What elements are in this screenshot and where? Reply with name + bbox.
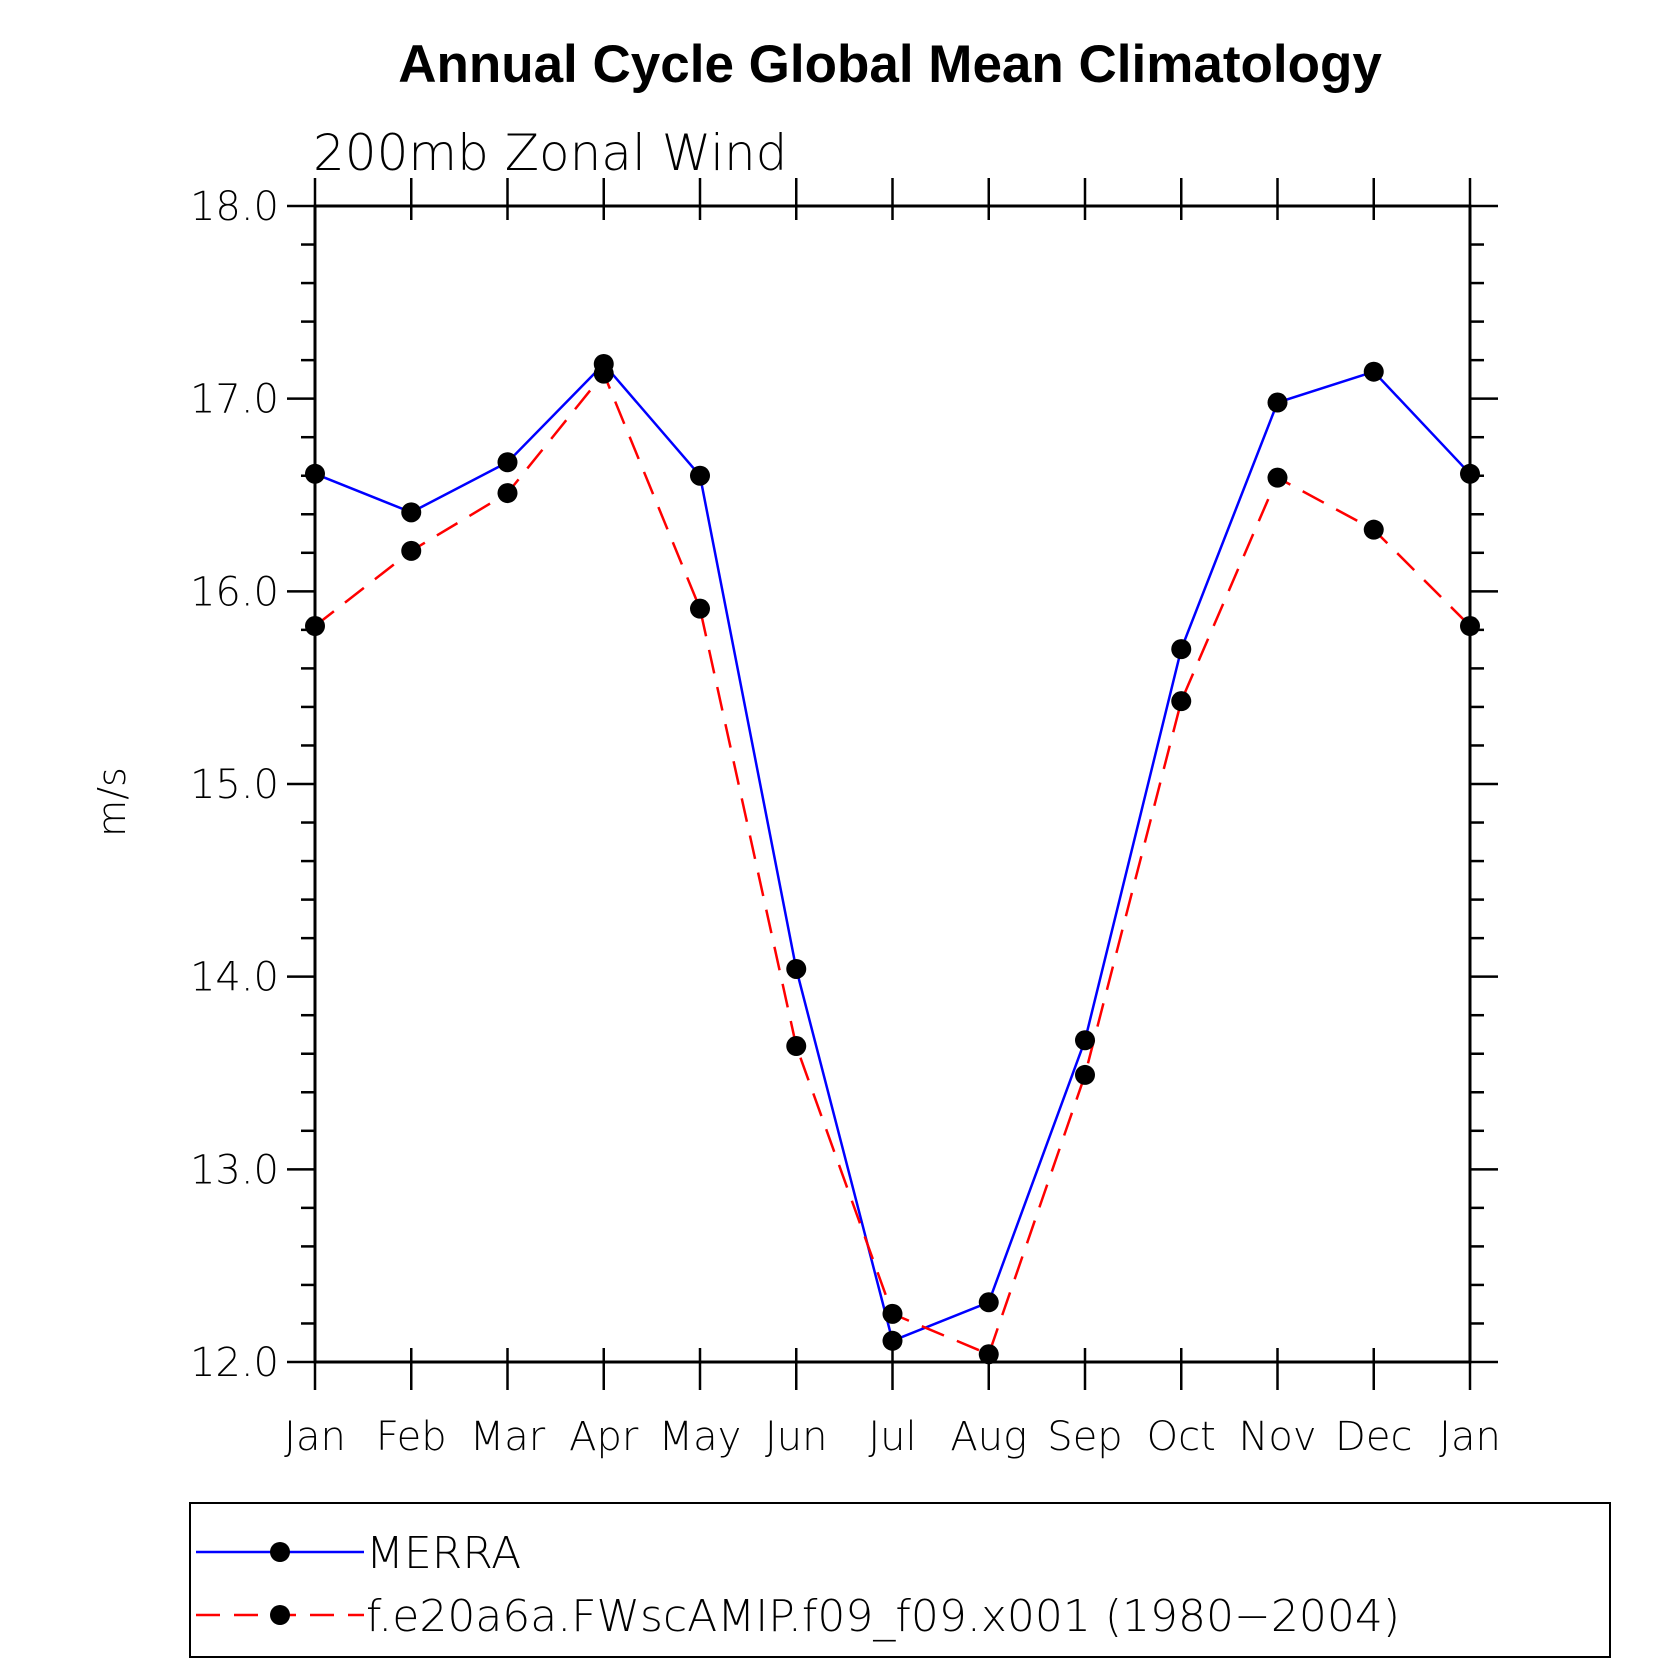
y-tick-label: 16.0 xyxy=(190,569,279,615)
legend-label-0: MERRA xyxy=(366,1528,521,1579)
x-tick-label: Sep xyxy=(1047,1414,1122,1460)
x-tick-label: Jun xyxy=(765,1414,828,1460)
chart-subtitle: 200mb Zonal Wind xyxy=(313,124,787,182)
data-point-1 xyxy=(1075,1064,1095,1085)
data-point-0 xyxy=(1075,1030,1095,1051)
plot-frame xyxy=(313,204,1472,1364)
x-tick-label: Nov xyxy=(1238,1414,1316,1460)
data-point-0 xyxy=(1171,639,1192,660)
data-point-0 xyxy=(401,502,422,523)
data-point-1 xyxy=(497,483,518,504)
data-point-1 xyxy=(882,1303,903,1324)
legend-box xyxy=(189,1502,1611,1658)
data-point-0 xyxy=(978,1292,999,1313)
x-tick-label: Dec xyxy=(1335,1414,1412,1460)
series-line-0 xyxy=(314,362,1471,1343)
data-point-0 xyxy=(1363,361,1384,382)
chart-title: Annual Cycle Global Mean Climatology xyxy=(398,35,1382,94)
x-tick-label: Mar xyxy=(470,1414,546,1460)
data-point-1 xyxy=(1363,519,1384,540)
data-point-1 xyxy=(1171,691,1192,712)
y-tick-label: 12.0 xyxy=(190,1340,279,1386)
x-tick-label: Jul xyxy=(868,1414,916,1460)
x-tick-label: Aug xyxy=(950,1414,1027,1460)
data-point-1 xyxy=(593,363,614,384)
data-point-1 xyxy=(401,540,422,561)
x-tick-label: Apr xyxy=(569,1414,639,1460)
x-tick-label: Jan xyxy=(284,1414,346,1460)
y-tick-label: 13.0 xyxy=(190,1147,279,1193)
x-tick-label: Jan xyxy=(1439,1414,1501,1460)
data-point-1 xyxy=(978,1344,999,1365)
plot-axes: 12.0 13.0 14.0 15.0 16.0 17.0 18.0 Jan Feb Mar Apr… xyxy=(190,178,1501,1460)
y-tick-label: 14.0 xyxy=(190,955,279,1001)
data-point-0 xyxy=(690,465,710,486)
legend: MERRA f.e20a6a.FWscAMIP.f09_f09.x001 (198… xyxy=(189,1502,1611,1658)
x-tick-label: Oct xyxy=(1147,1414,1216,1460)
data-point-1 xyxy=(305,616,325,637)
x-tick-label: May xyxy=(659,1414,742,1460)
data-point-0 xyxy=(305,463,325,484)
data-point-1 xyxy=(690,598,710,619)
data-point-1 xyxy=(1267,467,1288,488)
y-tick-label: 18.0 xyxy=(190,184,279,230)
data-point-1 xyxy=(786,1036,807,1057)
data-point-0 xyxy=(497,452,518,473)
legend-marker-0 xyxy=(270,1542,290,1562)
data-point-0 xyxy=(1460,463,1480,484)
data-point-0 xyxy=(1267,392,1288,413)
y-tick-label: 15.0 xyxy=(190,762,279,808)
legend-marker-1 xyxy=(270,1605,290,1625)
data-point-0 xyxy=(882,1330,903,1351)
series-layer xyxy=(305,353,1480,1365)
series-line-1 xyxy=(314,371,1471,1356)
y-axis-label: m/s xyxy=(90,767,134,837)
legend-label-1: f.e20a6a.FWscAMIP.f09_f09.x001 (1980−200… xyxy=(366,1591,1400,1642)
x-tick-label: Feb xyxy=(376,1414,447,1460)
data-point-1 xyxy=(1460,616,1480,637)
data-point-0 xyxy=(786,958,807,979)
y-tick-label: 17.0 xyxy=(190,377,279,423)
